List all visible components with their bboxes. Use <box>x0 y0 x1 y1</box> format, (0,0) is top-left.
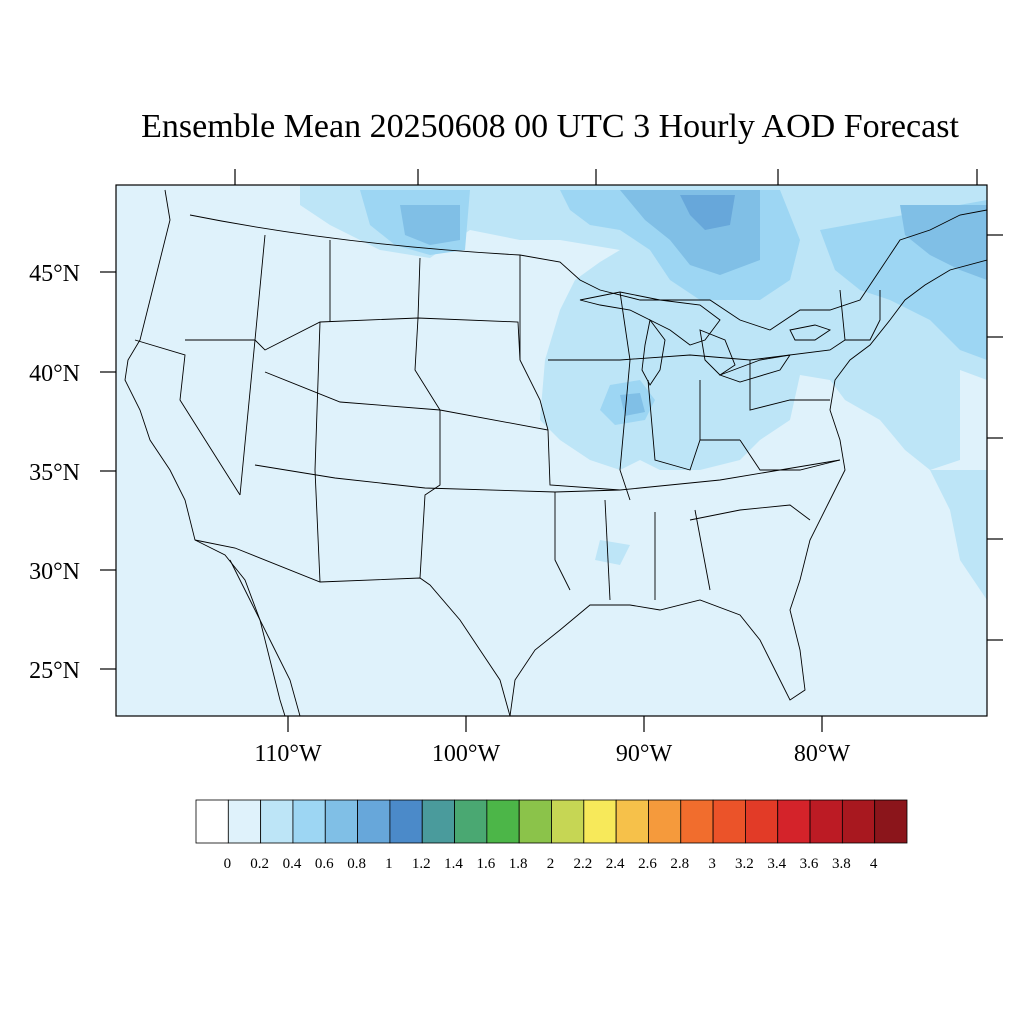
colorbar-swatch <box>357 799 391 844</box>
colorbar-swatch <box>421 799 455 844</box>
colorbar-tick-label: 4 <box>870 856 878 872</box>
colorbar-swatch <box>874 799 908 844</box>
lat-label: 25°N <box>29 658 80 684</box>
lon-label: 90°W <box>616 741 673 767</box>
colorbar-swatch <box>324 799 358 844</box>
colorbar-tick-label: 2.4 <box>606 856 625 872</box>
colorbar-swatch <box>809 799 843 844</box>
colorbar-tick-label: 1.6 <box>476 856 495 872</box>
colorbar-tick-label: 2 <box>547 856 555 872</box>
colorbar-tick-label: 1 <box>385 856 393 872</box>
colorbar <box>195 799 908 844</box>
colorbar-swatch <box>648 799 682 844</box>
map-frame <box>115 184 988 717</box>
colorbar-swatch <box>745 799 779 844</box>
colorbar-tick-label: 2.8 <box>670 856 689 872</box>
colorbar-swatch <box>518 799 552 844</box>
map-title: Ensemble Mean 20250608 00 UTC 3 Hourly A… <box>141 108 959 145</box>
title-area: Ensemble Mean 20250608 00 UTC 3 Hourly A… <box>0 0 1024 160</box>
colorbar-tick-label: 3.2 <box>735 856 754 872</box>
colorbar-tick-label: 1.2 <box>412 856 431 872</box>
colorbar-tick-label: 2.6 <box>638 856 657 872</box>
right-ticks <box>987 234 1003 641</box>
lat-label: 40°N <box>29 361 80 387</box>
aod-shading-0.8-1.0 <box>680 195 735 230</box>
lat-label: 30°N <box>29 559 80 585</box>
lat-label: 35°N <box>29 460 80 486</box>
colorbar-tick-label: 3 <box>708 856 716 872</box>
colorbar-tick-label: 1.4 <box>444 856 463 872</box>
colorbar-labels: 0 0.2 0.4 0.6 0.8 1 1.2 1.4 1.6 1.8 2 2.2 2.4 2.6 2.8 3… <box>224 856 878 872</box>
colorbar-tick-label: 0.6 <box>315 856 334 872</box>
latitude-labels: 45°N 40°N 35°N 30°N 25°N <box>29 261 80 684</box>
colorbar-swatch <box>292 799 326 844</box>
colorbar-tick-label: 3.4 <box>767 856 786 872</box>
colorbar-swatch <box>486 799 520 844</box>
colorbar-tick-label: 2.2 <box>573 856 592 872</box>
colorbar-tick-label: 1.8 <box>509 856 528 872</box>
colorbar-swatch <box>777 799 811 844</box>
longitude-labels: 110°W 100°W 90°W 80°W <box>254 741 850 767</box>
top-ticks <box>234 169 978 185</box>
map-panel <box>116 185 987 716</box>
colorbar-tick-label: 0.4 <box>283 856 302 872</box>
lon-label: 110°W <box>254 741 322 767</box>
colorbar-tick-label: 3.8 <box>832 856 851 872</box>
colorbar-swatch <box>841 799 876 844</box>
colorbar-swatch <box>712 799 746 844</box>
colorbar-swatch <box>583 799 617 844</box>
colorbar-swatch <box>454 799 488 844</box>
aod-shading-0.6-0.8 <box>400 190 987 416</box>
colorbar-swatch <box>615 799 649 844</box>
coastlines-and-borders <box>124 189 987 716</box>
colorbar-swatch <box>389 799 423 844</box>
colorbar-swatch <box>260 799 294 844</box>
lon-label: 80°W <box>794 741 851 767</box>
colorbar-tick-label: 0.8 <box>347 856 366 872</box>
colorbar-tick-label: 0.2 <box>250 856 269 872</box>
lat-label: 45°N <box>29 261 80 287</box>
colorbar-swatch <box>227 799 262 844</box>
colorbar-tick-label: 0 <box>224 856 232 872</box>
left-ticks <box>100 271 116 670</box>
colorbar-swatch <box>551 799 585 844</box>
colorbar-tick-label: 3.6 <box>800 856 819 872</box>
bottom-ticks <box>287 716 823 732</box>
lon-label: 100°W <box>432 741 501 767</box>
colorbar-swatch <box>195 799 229 844</box>
colorbar-swatch <box>680 799 714 844</box>
